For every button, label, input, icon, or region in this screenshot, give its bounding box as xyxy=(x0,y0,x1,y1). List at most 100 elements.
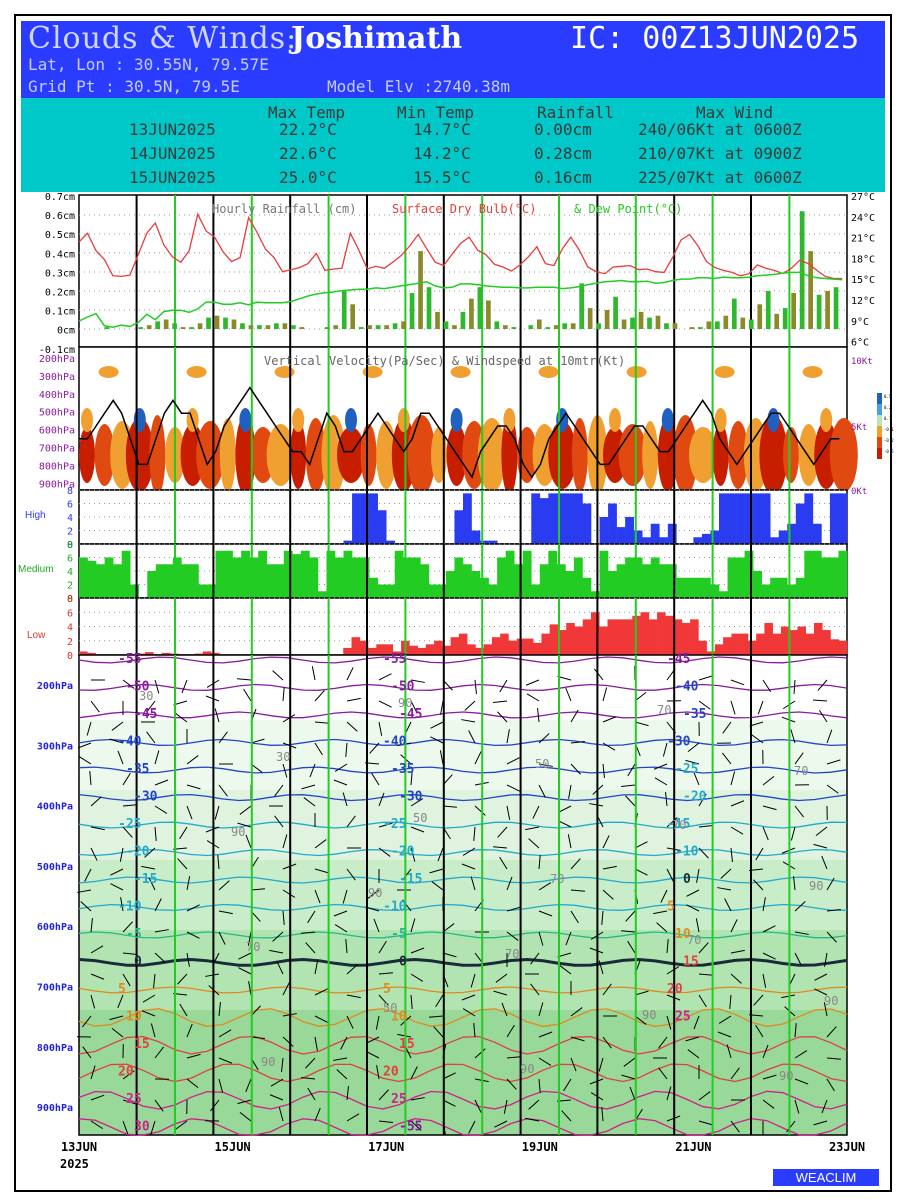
wind-barb xyxy=(278,1107,284,1122)
wind-barb xyxy=(154,805,168,814)
high-cloud-bar xyxy=(531,493,541,544)
high-cloud-bar xyxy=(693,537,703,544)
low-cloud-bar xyxy=(368,647,377,655)
vv-blob xyxy=(360,424,377,486)
contour-label: -30 xyxy=(399,790,423,805)
wind-barb xyxy=(282,714,296,723)
summary-date: 13JUN2025 xyxy=(129,120,216,139)
wind-barb xyxy=(410,826,425,833)
lat-lon: Lat, Lon : 30.55N, 79.57E xyxy=(28,55,269,74)
wind-barb xyxy=(821,1099,828,1114)
medium-cloud-bar xyxy=(719,591,728,598)
medium-cloud-bar xyxy=(642,564,652,598)
vv-blob xyxy=(689,427,717,483)
rain-bar xyxy=(324,327,330,329)
summary-wind: 240/06Kt at 0600Z xyxy=(638,120,802,139)
humidity-band xyxy=(79,1010,847,1135)
wind-barb xyxy=(470,973,476,988)
wind-barb xyxy=(730,826,744,835)
wind-barb xyxy=(538,910,553,917)
wind-barb xyxy=(122,1120,129,1135)
wind-barb xyxy=(282,889,296,898)
wind-barb xyxy=(826,877,835,891)
wind-barb xyxy=(570,709,579,723)
wind-barb xyxy=(90,1094,105,1101)
wind-barb xyxy=(762,1044,769,1059)
wind-barb xyxy=(186,952,190,967)
wind-barb xyxy=(538,1057,552,1066)
wind-barb xyxy=(82,1046,92,1059)
contour-label: 5 xyxy=(667,900,675,915)
wind-barb xyxy=(813,1120,828,1126)
summary-rain: 0.00cm xyxy=(534,120,592,139)
wind-barb xyxy=(410,947,425,954)
contour-label: 10 xyxy=(126,1010,142,1025)
rain-bar xyxy=(748,319,754,329)
rain-y-tick: 0.6cm xyxy=(45,211,75,222)
wind-barb xyxy=(814,988,828,996)
vv-blob xyxy=(829,418,858,492)
wind-barb xyxy=(525,1117,540,1122)
wind-barb xyxy=(282,910,285,925)
medium-cloud-bar xyxy=(207,584,216,598)
wind-barb xyxy=(762,1074,777,1080)
wind-barb xyxy=(685,759,700,765)
wind-barb xyxy=(141,1010,156,1017)
rain-y-tick: 0.2cm xyxy=(45,288,75,299)
low-cloud-bar xyxy=(417,647,427,655)
wind-barb xyxy=(570,889,585,892)
low-cloud-bar xyxy=(491,637,501,655)
medium-cloud-bar xyxy=(616,564,626,598)
wind-barb xyxy=(602,763,605,778)
low-cloud-bar xyxy=(805,633,815,655)
medium-cloud-bar xyxy=(147,571,157,598)
dewpoint-title: & Dew Point(°C) xyxy=(574,202,682,216)
rain-bar xyxy=(257,325,262,329)
contour-label: -25 xyxy=(383,817,406,832)
wind-barb xyxy=(762,826,769,841)
wind-barb xyxy=(150,1120,156,1135)
wind-barb xyxy=(333,910,348,917)
medium-cloud-bar xyxy=(667,564,677,598)
vv-y-tick: 400hPa xyxy=(39,390,75,401)
temperature-contour xyxy=(78,876,848,884)
wind-barb xyxy=(506,1056,521,1059)
wind-barb xyxy=(90,826,105,831)
temperature-contour xyxy=(78,656,848,664)
wind-barb xyxy=(175,713,188,723)
wind-barb xyxy=(154,679,160,694)
rain-bar xyxy=(409,292,415,329)
medium-cloud-bar xyxy=(787,584,797,598)
low-cloud-bar xyxy=(508,640,517,655)
wind-barb xyxy=(410,700,418,714)
wind-barb xyxy=(247,931,252,946)
wind-barb xyxy=(90,847,98,861)
high-cloud-bar xyxy=(454,510,464,544)
contour-label: -5 xyxy=(391,927,407,942)
wind-barb xyxy=(378,721,383,736)
wind-barb xyxy=(248,981,252,996)
medium-cloud-bar xyxy=(463,564,472,598)
high-cloud-bar xyxy=(369,493,378,544)
vv-blob xyxy=(798,424,819,486)
wind-barb xyxy=(762,973,767,988)
wind-barb xyxy=(181,679,188,694)
wind-barb xyxy=(345,742,348,757)
medium-cloud-bar xyxy=(96,564,105,598)
high-cloud-bar xyxy=(633,530,643,544)
high-cloud-y-tick: 6 xyxy=(67,500,73,511)
medium-cloud-bar xyxy=(104,557,114,598)
medium-cloud-bar xyxy=(181,564,191,598)
summary-min: 15.5°C xyxy=(413,168,471,187)
high-cloud-bar xyxy=(343,540,353,544)
wind-barb xyxy=(205,973,220,977)
rain-bar xyxy=(579,283,585,329)
wind-barb xyxy=(186,755,199,765)
rain-bar xyxy=(452,325,457,329)
wind-barb xyxy=(627,763,636,777)
wind-barb xyxy=(109,1015,124,1021)
medium-cloud-bar xyxy=(761,584,771,598)
wind-barb xyxy=(84,868,92,882)
rain-bar xyxy=(341,291,347,329)
medium-cloud-bar xyxy=(369,577,378,598)
